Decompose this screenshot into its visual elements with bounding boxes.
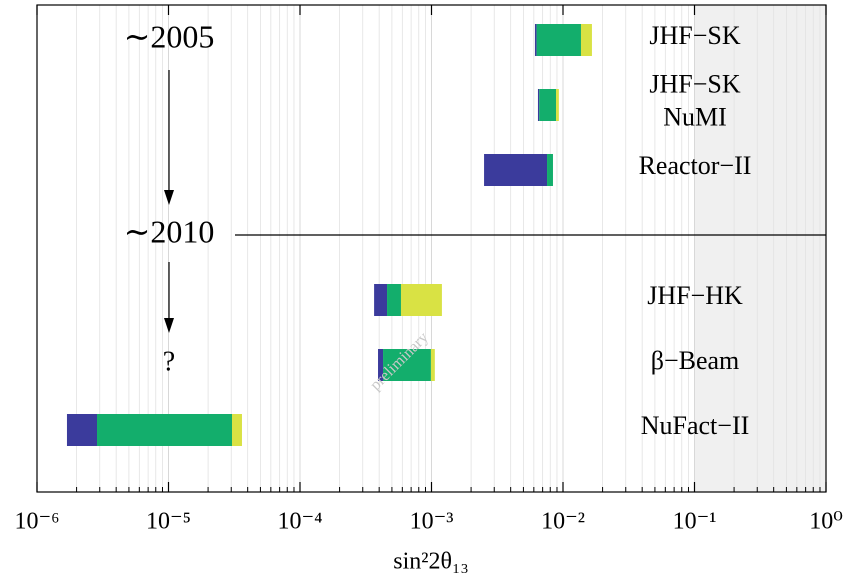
- row-label: JHF−SK: [649, 69, 740, 98]
- shaded-region: [694, 5, 826, 492]
- bar-segment: [539, 89, 557, 121]
- bars: [66, 24, 592, 446]
- annotation: ?: [163, 346, 175, 377]
- arrowhead: [164, 318, 174, 333]
- bar-segment: [556, 89, 559, 121]
- x-tick-label: 10⁻¹: [673, 509, 717, 535]
- bar-segment: [547, 154, 553, 186]
- bar-segment: [534, 24, 537, 56]
- arrowhead: [164, 190, 174, 205]
- bar-segment: [484, 154, 548, 186]
- row-label: NuFact−II: [641, 411, 750, 440]
- bar-segment: [231, 414, 242, 446]
- x-tick-label: 10⁰: [809, 509, 843, 535]
- bar-segment: [536, 24, 581, 56]
- bar-segment: [378, 349, 384, 381]
- bar-segment: [374, 284, 388, 316]
- bar-segment: [537, 89, 540, 121]
- x-tick-label: 10⁻⁴: [277, 509, 322, 535]
- annotation: ∼2010: [124, 213, 215, 249]
- annotation: ∼2005: [124, 18, 215, 54]
- bar-segment: [383, 349, 431, 381]
- x-tick-label: 10⁻⁶: [14, 509, 59, 535]
- bar-segment: [97, 414, 232, 446]
- row-label: JHF−HK: [647, 281, 743, 310]
- bar-segment: [400, 284, 442, 316]
- x-axis-label: sin²2θ₁₃: [393, 549, 468, 575]
- bar-segment: [580, 24, 592, 56]
- row-label: JHF−SK: [649, 21, 740, 50]
- row-label: β−Beam: [651, 346, 740, 375]
- x-tick-label: 10⁻⁵: [146, 509, 191, 535]
- bar-segment: [387, 284, 401, 316]
- row-label: NuMI: [663, 102, 727, 131]
- x-tick-label: 10⁻²: [541, 509, 585, 535]
- row-label: Reactor−II: [639, 151, 752, 180]
- x-tick-label: 10⁻³: [410, 509, 454, 535]
- grid: [36, 5, 827, 492]
- bar-segment: [430, 349, 435, 381]
- bar-segment: [66, 414, 98, 446]
